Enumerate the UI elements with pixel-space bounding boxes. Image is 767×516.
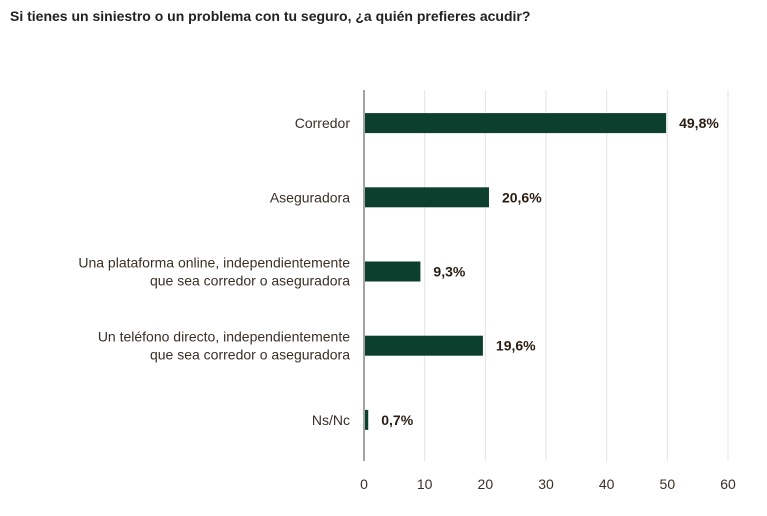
category-label: Ns/Nc (312, 412, 350, 428)
x-tick-label: 40 (599, 476, 615, 492)
bar (365, 187, 489, 208)
data-label: 20,6% (502, 189, 542, 205)
data-label: 19,6% (496, 338, 536, 354)
x-tick-label: 30 (538, 476, 554, 492)
x-tick-label: 20 (478, 476, 494, 492)
data-label: 49,8% (679, 115, 719, 131)
category-label: Un teléfono directo, independientemente q… (98, 329, 350, 363)
category-label: Una plataforma online, independientement… (78, 255, 350, 289)
category-label: Corredor (295, 115, 351, 131)
chart-title: Si tienes un siniestro o un problema con… (10, 8, 531, 24)
data-label: 9,3% (433, 264, 465, 280)
category-label-line: Un teléfono directo, independientemente (98, 329, 350, 345)
x-tick-label: 50 (660, 476, 676, 492)
category-label-line: Corredor (295, 115, 351, 131)
bar (365, 113, 667, 134)
category-label-line: que sea corredor o aseguradora (150, 347, 350, 363)
bar (365, 409, 369, 430)
x-tick-label: 60 (720, 476, 736, 492)
data-label: 0,7% (381, 412, 413, 428)
x-tick-label: 0 (360, 476, 368, 492)
category-label-line: Ns/Nc (312, 412, 350, 428)
category-label-line: Aseguradora (270, 189, 350, 205)
x-tick-label: 10 (417, 476, 433, 492)
bar (365, 261, 421, 282)
bar (365, 335, 483, 356)
category-label: Aseguradora (270, 189, 350, 205)
category-label-line: que sea corredor o aseguradora (150, 273, 350, 289)
category-label-line: Una plataforma online, independientement… (78, 255, 350, 271)
